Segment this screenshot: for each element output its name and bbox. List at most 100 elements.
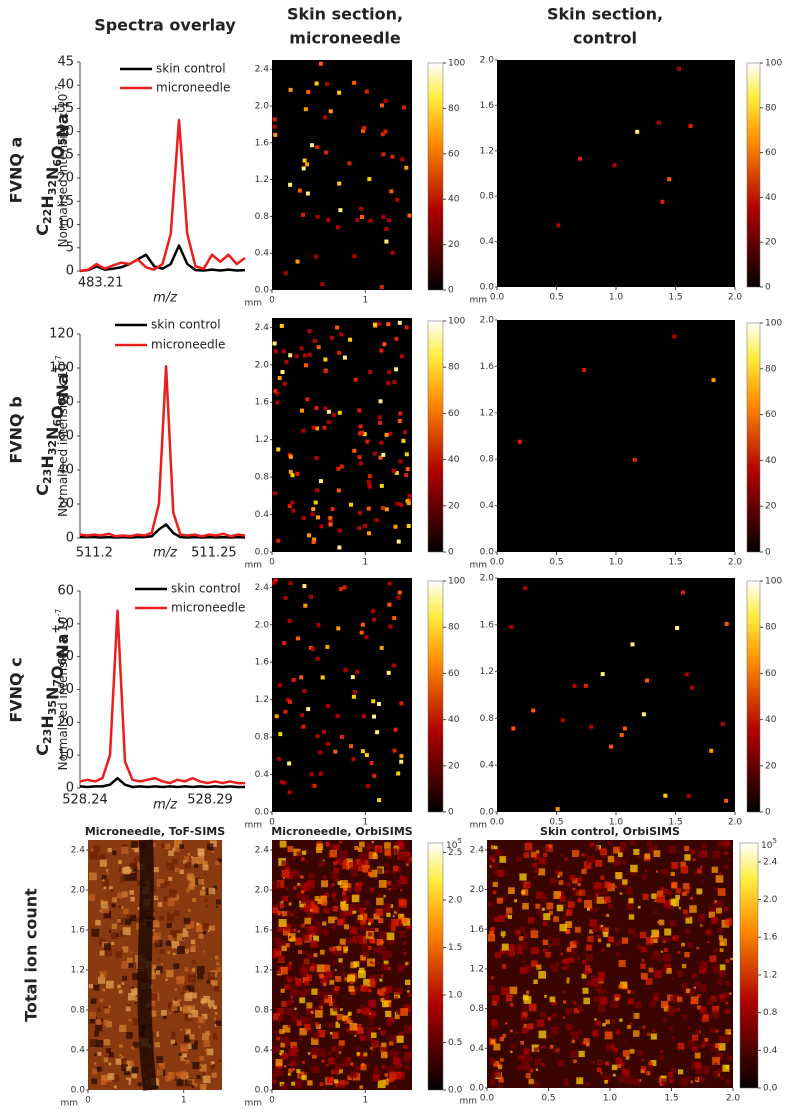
image-pixel: [383, 129, 388, 134]
image-pixel: [330, 335, 335, 340]
image-texture: [306, 1002, 313, 1009]
image-texture: [528, 1057, 533, 1062]
image-texture: [502, 1034, 507, 1038]
y-tick-label: 40: [57, 78, 74, 93]
image-texture: [525, 965, 533, 972]
image-pixel: [720, 722, 725, 727]
image-texture: [542, 1045, 546, 1049]
image-pixel: [383, 99, 388, 103]
image-texture: [661, 1000, 669, 1009]
image-texture: [400, 1008, 408, 1016]
image-texture: [697, 913, 706, 922]
image-texture: [387, 937, 395, 945]
image-pixel: [315, 145, 320, 150]
image-texture: [550, 1027, 559, 1035]
image-texture: [363, 978, 371, 987]
image-texture: [178, 975, 185, 982]
image-texture: [193, 1082, 198, 1087]
image-pixel: [323, 406, 328, 411]
image-texture: [355, 1066, 360, 1070]
image-texture: [547, 1017, 551, 1021]
image-pixel: [306, 707, 311, 712]
image-texture: [356, 1052, 360, 1056]
image-texture: [183, 917, 191, 925]
x-tick-label: 2.0: [726, 1094, 741, 1104]
image-texture: [716, 907, 722, 914]
image-texture: [523, 996, 532, 1004]
image-pixel: [342, 355, 347, 360]
image-texture: [548, 844, 552, 848]
image-pixel: [357, 431, 362, 436]
image-texture: [577, 876, 583, 882]
image-texture: [304, 881, 309, 886]
image-texture: [533, 1047, 539, 1052]
image-texture: [378, 946, 386, 954]
image-texture: [671, 862, 679, 869]
y-tick-label: 0.8: [480, 455, 495, 465]
image-pixel: [399, 701, 404, 706]
image-texture: [682, 883, 690, 890]
image-texture: [618, 848, 624, 854]
image-pixel: [287, 761, 292, 766]
image-pixel: [287, 619, 292, 623]
image-texture: [646, 1071, 651, 1076]
image-texture: [395, 879, 402, 886]
image-texture: [122, 976, 125, 979]
image-texture: [406, 863, 409, 867]
image-texture: [381, 1051, 388, 1059]
image-pixel: [366, 784, 370, 789]
image-pixel: [315, 488, 320, 493]
image-texture: [542, 921, 548, 926]
image-texture: [684, 854, 691, 861]
image-texture: [564, 857, 568, 861]
image-texture: [339, 962, 343, 966]
image-texture: [297, 874, 302, 878]
y-tick-label: 20: [57, 715, 74, 730]
image-texture: [694, 870, 698, 875]
image-texture: [95, 1024, 103, 1032]
image-texture: [663, 1005, 670, 1012]
image-texture: [194, 863, 199, 869]
image-texture: [157, 902, 163, 907]
y-tick-label: 10: [57, 748, 74, 763]
image-texture: [538, 1030, 547, 1039]
x-tick-label: 1: [362, 296, 368, 306]
image-texture: [122, 946, 129, 953]
image-texture: [89, 1012, 97, 1019]
image-pixel: [322, 425, 327, 430]
image-texture: [629, 1048, 635, 1054]
image-texture: [299, 885, 303, 889]
x-axis-label: mm: [60, 1099, 78, 1109]
x-tick-label: 2.0: [728, 558, 743, 568]
image-texture: [399, 930, 407, 938]
y-tick-label: 45: [57, 55, 74, 70]
image-texture: [95, 1040, 103, 1048]
image-texture: [296, 891, 304, 900]
ylabel-group: Normalised intensity x 10-7: [54, 609, 70, 771]
colorbar: [427, 580, 444, 813]
image-pixel: [290, 500, 295, 505]
image-texture: [683, 909, 688, 915]
image-texture: [330, 1077, 334, 1082]
image-texture: [549, 877, 557, 884]
image-texture: [125, 1006, 131, 1012]
image-texture: [373, 913, 380, 920]
image-texture: [403, 952, 407, 955]
image-pixel: [301, 166, 306, 171]
image-texture: [322, 1087, 325, 1090]
image-texture: [331, 883, 335, 886]
image-texture: [303, 904, 312, 913]
image-texture: [322, 964, 331, 973]
image-texture: [188, 883, 195, 890]
image-texture: [603, 913, 606, 916]
image-texture: [387, 966, 391, 971]
image-texture: [197, 1016, 205, 1024]
image-texture: [578, 1050, 585, 1058]
image-pixel: [343, 667, 348, 672]
image-texture: [629, 1022, 632, 1025]
colorbar-tick-label: 40: [765, 715, 777, 725]
y-tick-label: 1.6: [71, 926, 86, 936]
image-texture: [137, 907, 140, 910]
image-texture: [288, 961, 292, 965]
image-texture: [188, 1005, 196, 1013]
